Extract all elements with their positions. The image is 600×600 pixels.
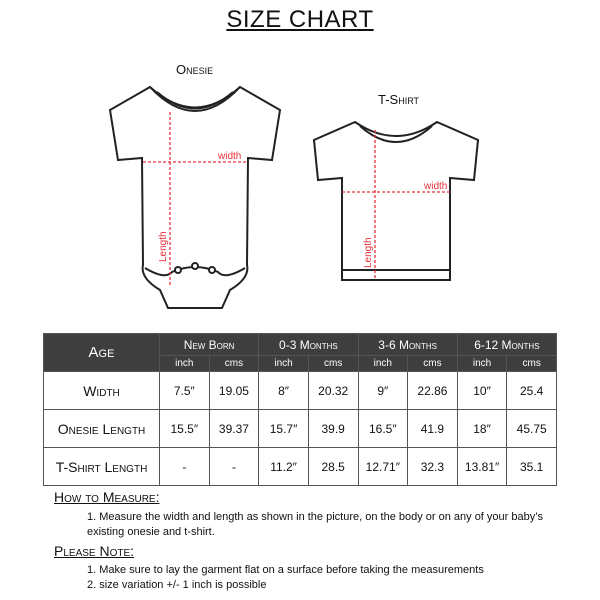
table-cell: 19.05 [208,371,260,410]
group-header: 6-12 Months [456,333,558,356]
table-row: Width 7.5″ 19.05 8″ 20.32 9″ 22.86 10″ 25.4 [43,371,557,410]
unit-header: cms [506,355,557,372]
table-cell: 39.37 [208,409,260,448]
page-title: SIZE CHART [226,6,374,33]
table-cell: 39.9 [307,409,359,448]
table-cell: 41.9 [407,409,458,448]
unit-header: inch [357,355,409,372]
please-note-heading: Please Note: [54,543,135,559]
table-cell: - [159,447,210,486]
how-to-measure-heading: How to Measure: [54,489,160,505]
age-header: Age [43,333,160,372]
table-cell: 10″ [456,371,508,410]
group-header: 3-6 Months [357,333,458,356]
unit-header: cms [407,355,458,372]
tshirt-length-label: Length [363,237,374,268]
please-note-line: 2. size variation +/- 1 inch is possible [87,579,267,591]
table-cell: 16.5″ [357,409,409,448]
unit-header: cms [307,355,359,372]
unit-header: inch [456,355,508,372]
table-cell: 25.4 [506,371,557,410]
garment-illustrations: width Length width Length [108,85,480,309]
table-cell: 20.32 [307,371,359,410]
group-header: 0-3 Months [258,333,359,356]
table-row: T-Shirt Length - -11.2″ 28.5 12.71″ 32.3 13.81… [43,447,557,486]
table-cell: 22.86 [407,371,458,410]
unit-header: inch [258,355,309,372]
tshirt-drawing [312,120,480,281]
table-cell: 18″ [456,409,508,448]
size-table: Age New Born 0-3 Months 3-6 Months 6-12 … [43,333,558,486]
table-cell: 12.71″ [357,447,409,486]
table-cell: 35.1 [506,447,557,486]
table-cell: 8″ [258,371,309,410]
unit-header: inch [159,355,210,372]
table-cell: 13.81″ [456,447,508,486]
tshirt-label: T-Shirt [378,92,420,107]
table-cell: 28.5 [307,447,359,486]
table-cell: 45.75 [506,409,557,448]
tshirt-width-label: width [423,181,447,192]
table-cell: 11.2″ [258,447,309,486]
please-note-line: 1. Make sure to lay the garment flat on … [87,564,484,576]
unit-header: cms [208,355,260,372]
how-to-measure-line: existing onesie and t-shirt. [87,526,215,538]
table-cell: 15.7″ [258,409,309,448]
onesie-length-label: Length [158,231,169,262]
group-header: New Born [158,333,260,356]
table-row: Onesie Length 15.5″ 39.37 15.7″ 39.9 16.5″ 41.… [43,409,557,448]
onesie-label: Onesie [176,62,214,77]
table-cell: 15.5″ [159,409,210,448]
onesie-drawing [108,85,282,309]
onesie-width-label: width [217,151,241,162]
how-to-measure-line: 1. Measure the width and length as shown… [87,511,543,523]
measure-lines [143,112,450,285]
table-cell: 9″ [357,371,409,410]
row-header: Width [43,371,160,410]
table-cell: 7.5″ [159,371,210,410]
table-cell: - [208,447,260,486]
row-header: T-Shirt Length [43,447,160,486]
table-cell: 32.3 [407,447,458,486]
row-header: Onesie Length [43,409,160,448]
